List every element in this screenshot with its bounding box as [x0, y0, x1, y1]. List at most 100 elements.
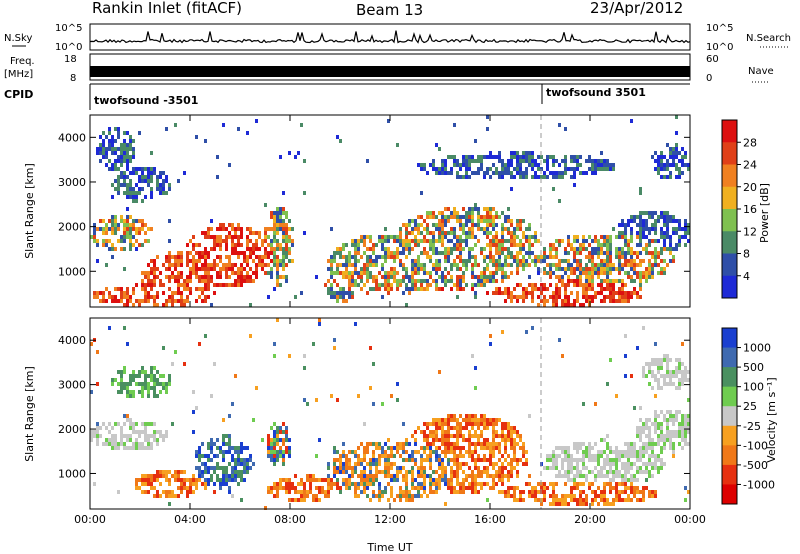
heatmap-cell [594, 291, 597, 295]
heatmap-cell [405, 247, 408, 251]
heatmap-cell [441, 211, 444, 215]
heatmap-cell [423, 482, 426, 486]
heatmap-cell [420, 458, 423, 462]
heatmap-cell [444, 159, 447, 163]
heatmap-cell [423, 434, 426, 438]
heatmap-cell [444, 474, 447, 478]
heatmap-cell [402, 458, 405, 462]
heatmap-cell [222, 482, 225, 486]
heatmap-cell [588, 482, 591, 486]
heatmap-cell [684, 442, 687, 446]
heatmap-cell [312, 494, 315, 498]
heatmap-cell [267, 295, 270, 299]
heatmap-cell [279, 223, 282, 227]
heatmap-cell [216, 271, 219, 275]
heatmap-cell [495, 430, 498, 434]
heatmap-cell [489, 342, 492, 346]
heatmap-cell [273, 251, 276, 255]
heatmap-cell [450, 267, 453, 271]
heatmap-cell [231, 235, 234, 239]
heatmap-cell [627, 446, 630, 450]
heatmap-cell [327, 486, 330, 490]
heatmap-cell [474, 450, 477, 454]
heatmap-cell [537, 267, 540, 271]
heatmap-cell [213, 259, 216, 263]
heatmap-cell [129, 215, 132, 219]
heatmap-cell [117, 187, 120, 191]
heatmap-cell [636, 478, 639, 482]
heatmap-cell [480, 422, 483, 426]
heatmap-cell [264, 203, 267, 207]
heatmap-cell [198, 466, 201, 470]
heatmap-cell [330, 482, 333, 486]
heatmap-cell [342, 466, 345, 470]
heatmap-cell [507, 486, 510, 490]
heatmap-cell [330, 259, 333, 263]
heatmap-cell [447, 430, 450, 434]
heatmap-cell [633, 442, 636, 446]
heatmap-cell [630, 462, 633, 466]
heatmap-cell [390, 494, 393, 498]
heatmap-cell [654, 342, 657, 346]
heatmap-cell [465, 426, 468, 430]
heatmap-cell [630, 486, 633, 490]
colorbar-tick-label: -1000 [743, 478, 775, 491]
heatmap-cell [387, 482, 390, 486]
heatmap-cell [168, 478, 171, 482]
heatmap-cell [171, 422, 174, 426]
heatmap-cell [150, 195, 153, 199]
heatmap-cell [213, 490, 216, 494]
heatmap-cell [471, 171, 474, 175]
heatmap-cell [555, 482, 558, 486]
heatmap-cell [516, 470, 519, 474]
heatmap-cell [207, 231, 210, 235]
heatmap-cell [150, 151, 153, 155]
heatmap-cell [561, 299, 564, 303]
heatmap-cell [423, 263, 426, 267]
heatmap-cell [603, 163, 606, 167]
heatmap-cell [129, 446, 132, 450]
heatmap-cell [486, 155, 489, 159]
heatmap-cell [147, 179, 150, 183]
heatmap-cell [354, 490, 357, 494]
heatmap-cell [579, 470, 582, 474]
heatmap-cell [174, 123, 177, 127]
heatmap-cell [666, 366, 669, 370]
heatmap-cell [474, 414, 477, 418]
heatmap-cell [594, 454, 597, 458]
heatmap-cell [591, 490, 594, 494]
heatmap-cell [372, 247, 375, 251]
heatmap-cell [282, 255, 285, 259]
heatmap-cell [666, 167, 669, 171]
heatmap-cell [489, 207, 492, 211]
heatmap-cell [420, 251, 423, 255]
heatmap-cell [198, 279, 201, 283]
heatmap-cell [447, 478, 450, 482]
heatmap-cell [285, 263, 288, 267]
heatmap-cell [501, 243, 504, 247]
heatmap-cell [657, 358, 660, 362]
heatmap-cell [360, 458, 363, 462]
heatmap-cell [444, 251, 447, 255]
heatmap-cell [222, 434, 225, 438]
heatmap-cell [597, 474, 600, 478]
heatmap-cell [324, 478, 327, 482]
heatmap-cell [462, 482, 465, 486]
heatmap-cell [420, 279, 423, 283]
heatmap-cell [243, 255, 246, 259]
heatmap-cell [333, 271, 336, 275]
heatmap-cell [168, 263, 171, 267]
heatmap-cell [591, 470, 594, 474]
heatmap-cell [402, 279, 405, 283]
heatmap-cell [384, 271, 387, 275]
heatmap-cell [438, 446, 441, 450]
heatmap-cell [618, 299, 621, 303]
heatmap-cell [363, 239, 366, 243]
heatmap-cell [129, 438, 132, 442]
heatmap-cell [444, 422, 447, 426]
heatmap-cell [660, 163, 663, 167]
heatmap-cell [594, 235, 597, 239]
heatmap-cell [453, 418, 456, 422]
heatmap-cell [615, 450, 618, 454]
